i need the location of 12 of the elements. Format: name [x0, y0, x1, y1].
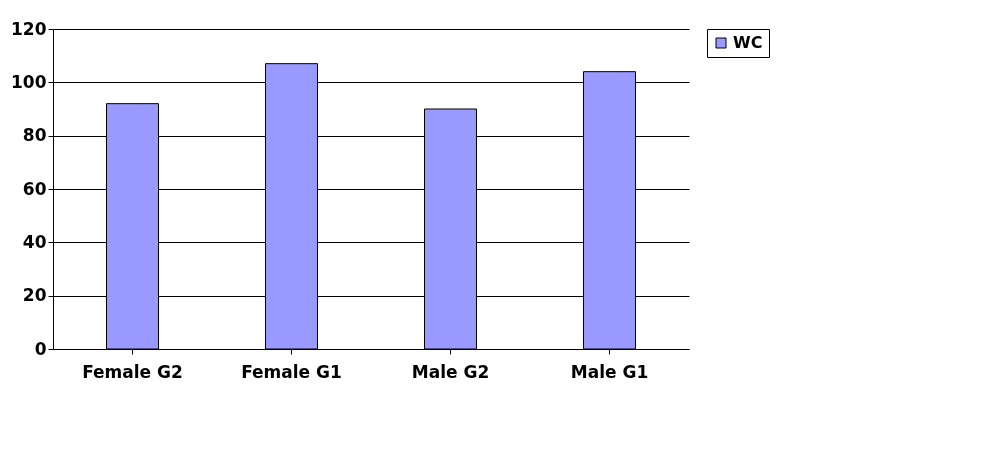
y-tick-label: 60 — [22, 178, 47, 199]
y-tick-label: 0 — [34, 338, 47, 359]
y-tick-label: 40 — [22, 231, 47, 252]
y-tick-label: 80 — [22, 125, 47, 146]
legend-label: WC — [733, 33, 763, 52]
y-tick-label: 120 — [11, 18, 47, 39]
x-tick-label: Female G1 — [241, 361, 342, 382]
x-tick-label: Female G2 — [82, 361, 183, 382]
x-tick-label: Male G2 — [411, 361, 490, 382]
y-tick-label: 20 — [22, 285, 47, 306]
y-tick-label: 100 — [11, 71, 47, 92]
x-tick-label: Male G1 — [570, 361, 649, 382]
